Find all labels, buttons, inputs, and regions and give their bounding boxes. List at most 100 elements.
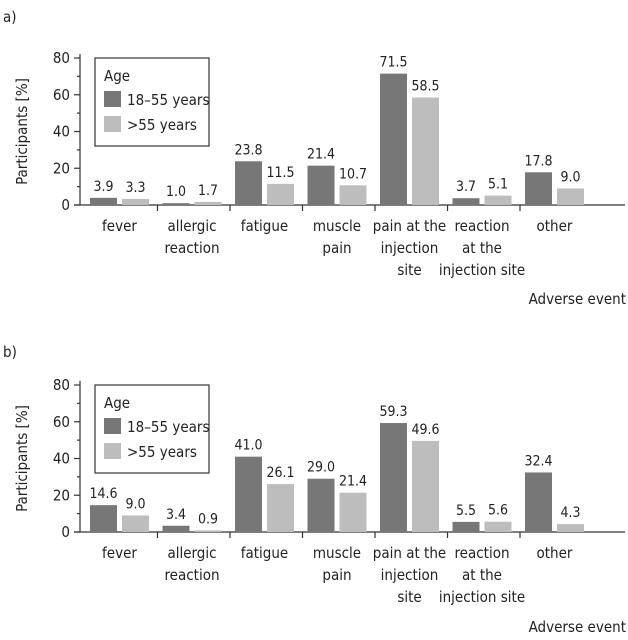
x-category-label-line: reaction (164, 566, 219, 584)
x-category-label-line: fatigue (241, 217, 288, 235)
x-category-label-line: injection site (439, 261, 525, 279)
x-category-label-line: allergic (167, 217, 216, 235)
x-category-label: allergic reaction (164, 544, 219, 584)
y-tick-label: 0 (61, 523, 70, 541)
x-category-label-line: site (397, 261, 421, 279)
legend: Age 18–55 years >55 years (94, 57, 210, 147)
x-category-label-line: other (537, 544, 573, 562)
bar-age-over-55 (122, 198, 149, 205)
x-category-label: reaction at the injection site (439, 544, 525, 606)
legend-title: Age (104, 394, 130, 412)
bar-age-18-55 (452, 521, 480, 532)
x-category-label: muscle pain (313, 217, 361, 257)
data-label: 11.5 (266, 165, 294, 181)
x-axis-label: Adverse event (529, 618, 626, 636)
data-label: 9.0 (125, 496, 145, 512)
x-category-label-line: reaction (454, 544, 509, 562)
data-label: 21.4 (307, 147, 335, 163)
x-category-label-line: fever (102, 544, 137, 562)
legend-entry-label: 18–55 years (127, 418, 210, 436)
x-category-label-line: at the (462, 239, 502, 257)
data-label: 41.0 (234, 438, 262, 454)
bar-age-over-55 (484, 521, 512, 532)
data-label: 3.9 (93, 179, 113, 195)
x-category-label-line: pain at the (373, 217, 446, 235)
x-category-label-line: allergic (167, 544, 216, 562)
bar-age-18-55 (380, 73, 407, 206)
y-tick-label: 40 (53, 450, 70, 468)
bar-age-over-55 (122, 515, 149, 532)
x-category-label-line: injection site (439, 588, 525, 606)
legend-swatch (104, 116, 121, 132)
legend-entry-label: >55 years (127, 116, 197, 134)
bar-age-18-55 (525, 172, 552, 205)
bar-age-over-55 (412, 97, 439, 205)
data-label: 3.7 (456, 179, 476, 195)
y-tick-label: 80 (53, 49, 70, 67)
bar-age-18-55 (235, 456, 262, 532)
bar-age-18-55 (90, 505, 117, 532)
data-label: 4.3 (560, 505, 580, 521)
bar-age-18-55 (162, 525, 190, 532)
bar-age-over-55 (267, 183, 294, 205)
bar-age-18-55 (525, 472, 552, 532)
legend-title: Age (104, 67, 130, 85)
x-category-label: fever (102, 544, 137, 562)
x-category-label: fatigue (241, 217, 288, 235)
bar-age-over-55 (412, 440, 439, 532)
data-label: 26.1 (266, 465, 294, 481)
bar-age-over-55 (557, 188, 584, 205)
y-tick-label: 80 (53, 376, 70, 394)
x-category-label: pain at the injection site (373, 217, 446, 279)
x-category-label-line: injection (381, 239, 439, 257)
y-tick-label: 20 (53, 486, 70, 504)
x-category-label-line: site (397, 588, 421, 606)
data-label: 5.6 (488, 503, 508, 519)
bar-age-over-55 (339, 185, 367, 205)
x-category-label: allergic reaction (164, 217, 219, 257)
data-label: 21.4 (339, 474, 367, 490)
bar-age-over-55 (484, 195, 512, 205)
data-label: 59.3 (379, 404, 407, 420)
data-label: 3.3 (125, 180, 145, 196)
x-category-label: muscle pain (313, 544, 361, 584)
data-label: 3.4 (166, 507, 186, 523)
data-label: 1.0 (166, 184, 186, 200)
x-category-label: pain at the injection site (373, 544, 446, 606)
legend-swatch (104, 443, 121, 459)
x-category-label-line: reaction (164, 239, 219, 257)
x-category-label-line: at the (462, 566, 502, 584)
bar-age-18-55 (452, 198, 480, 205)
y-axis-label: Participants [%] (13, 405, 31, 512)
x-category-label: other (537, 217, 573, 235)
bar-age-18-55 (162, 203, 190, 205)
bar-age-18-55 (90, 197, 117, 205)
y-axis-label: Participants [%] (13, 78, 31, 185)
bar-age-18-55 (380, 423, 407, 532)
chart-panel-a: a) 0 20 40 60 80 Participants [%] 3.9 3.3 fever 1.… (3, 8, 626, 308)
data-label: 17.8 (524, 153, 552, 169)
panel-label: a) (3, 8, 17, 26)
data-label: 5.1 (488, 177, 508, 193)
bar-age-18-55 (307, 165, 335, 205)
legend-entry-label: 18–55 years (127, 91, 210, 109)
x-category-label-line: muscle (313, 544, 361, 562)
data-label: 32.4 (524, 453, 552, 469)
bar-age-over-55 (194, 201, 222, 205)
bar-age-over-55 (339, 492, 367, 532)
x-category-label-line: fever (102, 217, 137, 235)
data-label: 29.0 (307, 460, 335, 476)
x-category-label-line: pain at the (373, 544, 446, 562)
panel-label: b) (3, 343, 17, 361)
x-category-label-line: injection (381, 566, 439, 584)
data-label: 14.6 (89, 486, 117, 502)
bar-age-over-55 (557, 524, 584, 532)
chart-panel-b: b) 0 20 40 60 80 Participants [%] 14.6 9.0 fever 3… (3, 343, 626, 636)
x-category-label: fatigue (241, 544, 288, 562)
data-label: 5.5 (456, 503, 476, 519)
data-label: 10.7 (339, 166, 367, 182)
x-category-label-line: pain (322, 239, 351, 257)
bar-age-over-55 (267, 484, 294, 532)
y-tick-label: 40 (53, 123, 70, 141)
